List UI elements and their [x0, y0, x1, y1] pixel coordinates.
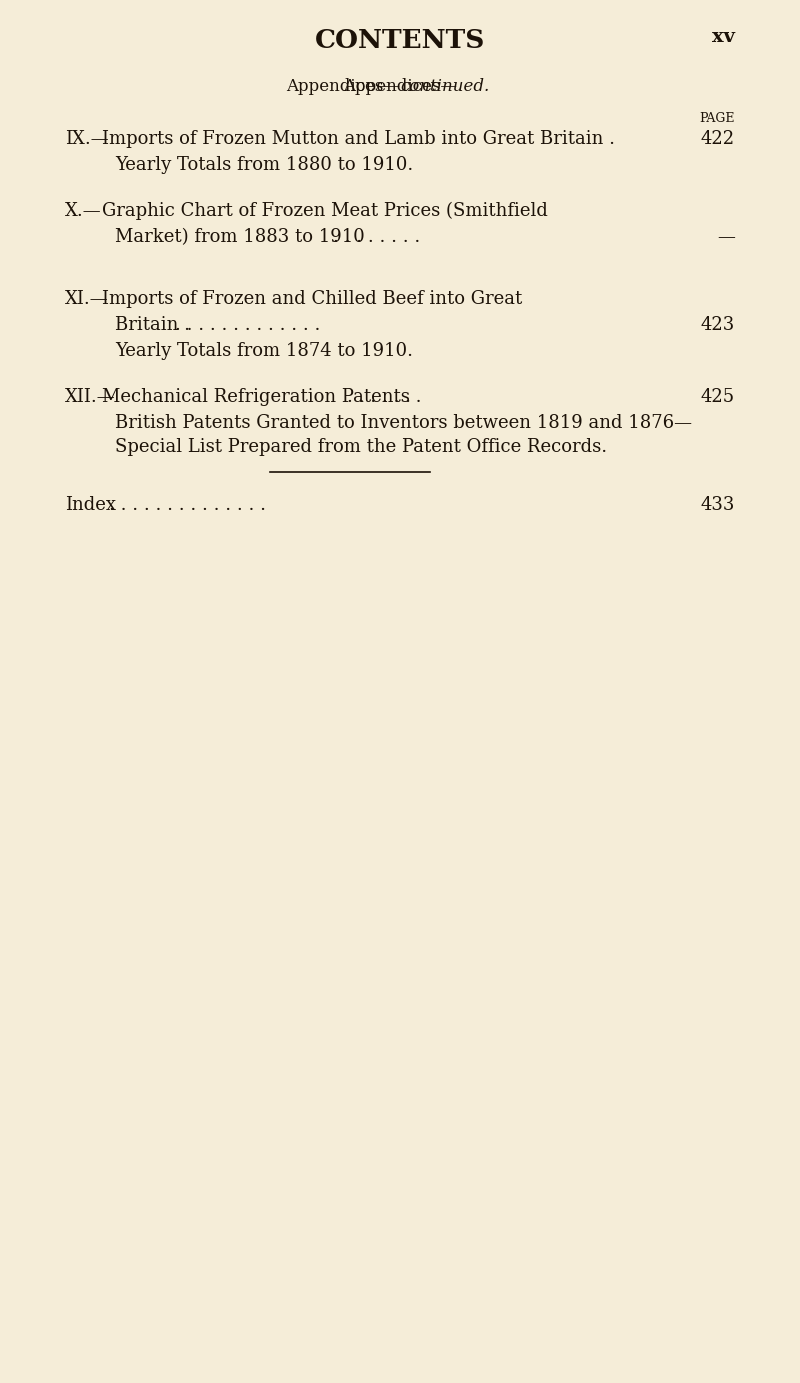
Text: XII.—: XII.—	[65, 389, 116, 407]
Text: —: —	[717, 228, 735, 246]
Text: Graphic Chart of Frozen Meat Prices (Smithfield: Graphic Chart of Frozen Meat Prices (Smi…	[102, 202, 548, 220]
Text: British Patents Granted to Inventors between 1819 and 1876—: British Patents Granted to Inventors bet…	[115, 414, 692, 431]
Text: Special List Prepared from the Patent Office Records.: Special List Prepared from the Patent Of…	[115, 438, 607, 456]
Text: 433: 433	[701, 496, 735, 514]
Text: IX.—: IX.—	[65, 130, 109, 148]
Text: . . . . . . . .: . . . . . . . .	[333, 228, 420, 246]
Text: . . . . . . . . . . . . .: . . . . . . . . . . . . .	[175, 315, 320, 335]
Text: Appendices—: Appendices—	[286, 77, 400, 95]
Text: XI.—: XI.—	[65, 290, 109, 308]
Text: continued.: continued.	[400, 77, 490, 95]
Text: . . . . . .: . . . . . .	[347, 389, 411, 407]
Text: Imports of Frozen and Chilled Beef into Great: Imports of Frozen and Chilled Beef into …	[102, 290, 522, 308]
Text: Index: Index	[65, 496, 116, 514]
Text: X.—: X.—	[65, 202, 102, 220]
Text: Appendices—: Appendices—	[343, 77, 457, 95]
Text: Britain .: Britain .	[115, 315, 190, 335]
Text: CONTENTS: CONTENTS	[315, 28, 485, 53]
Text: Yearly Totals from 1880 to 1910.: Yearly Totals from 1880 to 1910.	[115, 156, 414, 174]
Text: PAGE: PAGE	[699, 112, 735, 124]
Text: . . . . . . . . . . . . . .: . . . . . . . . . . . . . .	[109, 496, 266, 514]
Text: 423: 423	[701, 315, 735, 335]
Text: Mechanical Refrigeration Patents .: Mechanical Refrigeration Patents .	[102, 389, 422, 407]
Text: Market) from 1883 to 1910: Market) from 1883 to 1910	[115, 228, 365, 246]
Text: Yearly Totals from 1874 to 1910.: Yearly Totals from 1874 to 1910.	[115, 342, 413, 360]
Text: 425: 425	[701, 389, 735, 407]
Text: xv: xv	[712, 28, 735, 46]
Text: 422: 422	[701, 130, 735, 148]
Text: Imports of Frozen Mutton and Lamb into Great Britain .: Imports of Frozen Mutton and Lamb into G…	[102, 130, 615, 148]
